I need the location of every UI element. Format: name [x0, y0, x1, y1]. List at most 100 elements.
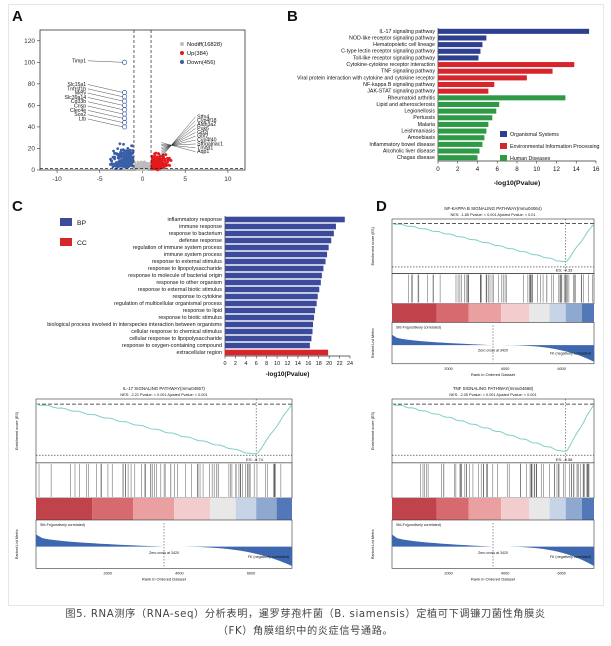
- down-gene-label: Timp1: [72, 58, 86, 64]
- up-point: [155, 163, 159, 167]
- x-tick-label: 6: [496, 166, 500, 173]
- down-point: [116, 154, 120, 158]
- x-tick-label: 2000: [103, 571, 111, 575]
- kegg-bar: [438, 68, 553, 74]
- x-tick-label: 2000: [444, 571, 452, 575]
- rank-heat-segment: [529, 498, 550, 520]
- up-point: [152, 162, 156, 166]
- up-point: [166, 156, 169, 160]
- positive-label: Sfd-Fn(positively correlated): [396, 325, 441, 329]
- rank-heat-segment: [581, 303, 594, 323]
- highlight-ring: [122, 120, 128, 126]
- down-point: [117, 161, 121, 165]
- label-leader: [161, 132, 196, 151]
- down-point: [129, 162, 133, 165]
- metric-axis-title: Ranked List Metric: [371, 328, 375, 358]
- legend-marker: [180, 60, 184, 64]
- go-bar: [225, 349, 329, 356]
- x-tick-label: 10: [274, 361, 280, 367]
- x-tick-label: 0: [436, 166, 440, 173]
- kegg-category-label: C-type lectin receptor signaling pathway: [341, 49, 435, 55]
- down-gene-label: Slc15a1: [67, 82, 86, 88]
- figure-caption: 图5. RNA测序（RNA-seq）分析表明，暹罗芽孢杆菌（B. siamens…: [18, 606, 593, 640]
- volcano-points: [108, 142, 173, 172]
- down-point: [120, 164, 124, 168]
- kegg-bar: [438, 108, 497, 114]
- down-point: [131, 158, 135, 162]
- es-value-label: ES: -0.58: [556, 457, 573, 462]
- down-point: [121, 148, 125, 152]
- up-point: [150, 155, 154, 158]
- down-point: [122, 160, 126, 164]
- go-category-label: response to biotic stimulus: [158, 315, 222, 321]
- up-point: [157, 152, 161, 156]
- panel-d-label: D: [376, 198, 387, 215]
- kegg-category-label: Alcoholic liver disease: [383, 148, 435, 154]
- highlight-ring: [122, 102, 128, 108]
- down-point: [123, 154, 127, 158]
- down-point: [122, 156, 126, 160]
- kegg-bar: [438, 135, 485, 141]
- legend-swatch: [500, 143, 507, 149]
- kegg-bar: [438, 42, 483, 48]
- down-point: [110, 163, 113, 166]
- rank-heat-segment: [565, 303, 582, 323]
- x-tick-label: 2: [456, 166, 460, 173]
- go-bar: [225, 272, 322, 279]
- go-category-label: immune response: [179, 224, 222, 230]
- go-category-label: response to other organism: [156, 280, 222, 286]
- x-tick-label: 12: [285, 361, 291, 367]
- up-point: [158, 162, 162, 166]
- kegg-bar: [438, 101, 500, 108]
- down-point: [112, 164, 116, 168]
- go-bar: [225, 328, 313, 335]
- go-category-label: response to bacterium: [169, 231, 223, 237]
- es-frame: [35, 398, 293, 464]
- down-point: [114, 167, 118, 171]
- panel-c-label: C: [12, 198, 23, 215]
- gsea-title: NF-KAPPA B SIGNALING PATHWAY(mmu04064): [444, 206, 542, 211]
- rank-heat-segment: [468, 303, 502, 323]
- rank-heat-segment: [392, 303, 437, 323]
- down-point: [130, 144, 133, 148]
- up-point: [163, 157, 167, 161]
- highlight-ring: [122, 107, 128, 113]
- x-tick-label: 4000: [175, 571, 183, 575]
- legend-label: CC: [77, 240, 87, 247]
- label-leader: [87, 118, 123, 128]
- up-point: [169, 159, 173, 162]
- kegg-category-label: Rheumatoid arthritis: [388, 95, 436, 101]
- up-gene-label: Gbf2: [197, 134, 208, 140]
- go-bar: [225, 321, 314, 328]
- label-leader: [87, 97, 123, 106]
- down-point: [113, 157, 116, 161]
- down-point: [126, 149, 130, 153]
- down-point: [122, 165, 126, 169]
- metric-axis-title: Ranked List Metric: [371, 529, 375, 559]
- go-bar: [225, 265, 324, 272]
- kegg-category-label: NF-kappa B signaling pathway: [363, 82, 435, 88]
- go-category-label: inflammatory response: [167, 217, 222, 223]
- go-x-axis-title: -log10(Pvalue): [266, 371, 310, 378]
- down-gene-label: Clec4e: [70, 108, 86, 114]
- up-point: [153, 152, 156, 156]
- es-axis-title: Enrichment score (ES): [15, 411, 19, 450]
- down-point: [116, 156, 120, 160]
- kegg-category-label: Inflammatory bowel disease: [369, 142, 435, 148]
- kegg-category-label: Pertussis: [413, 115, 435, 121]
- down-point: [113, 151, 117, 155]
- y-tick-label: 80: [28, 81, 36, 88]
- up-gene-label: Tmod1: [197, 145, 213, 151]
- up-gene-label: Stbgalnac1: [197, 141, 223, 147]
- rank-heat-segment: [235, 498, 257, 520]
- kegg-category-label: Amoebiasis: [408, 135, 436, 141]
- x-tick-label: 0: [224, 361, 227, 367]
- x-tick-label: 6000: [557, 367, 565, 371]
- x-tick-label: 8: [515, 166, 519, 173]
- x-tick-label: 22: [337, 361, 343, 367]
- label-leader: [87, 110, 123, 119]
- down-point: [122, 142, 125, 146]
- y-tick-label: 60: [28, 103, 36, 110]
- down-point: [130, 151, 134, 155]
- x-tick-label: -10: [52, 176, 62, 183]
